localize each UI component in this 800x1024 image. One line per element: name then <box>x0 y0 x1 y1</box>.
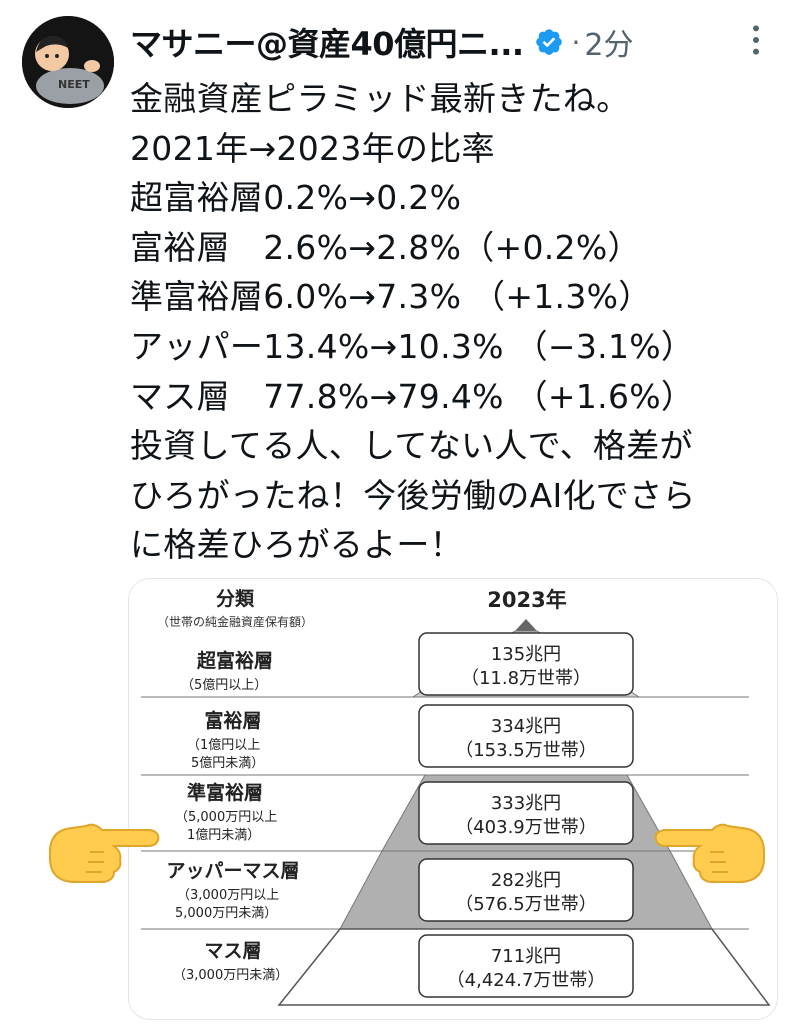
tweet-line: ひろがったね！今後労働のAI化でさら <box>130 475 696 515</box>
tier-name: アッパーマス層 <box>166 860 299 882</box>
tier-assets: 711兆円 <box>491 946 561 967</box>
tweet-line: 超富裕層0.2%→0.2% <box>130 178 462 218</box>
tweet-image[interactable]: 分類 （世帯の純金融資産保有額） 2023年 135兆円 （11.8万世帯） 3… <box>128 578 778 1020</box>
tier-range: （5,000万円以上 <box>175 810 277 825</box>
tweet-line: マス層 77.8%→79.4% （+1.6%） <box>130 376 695 416</box>
tier-assets: 135兆円 <box>491 644 561 665</box>
more-options-icon[interactable] <box>736 20 776 60</box>
separator-dot: · <box>571 25 581 59</box>
tweet-line: に格差ひろがるよー！ <box>130 525 463 565</box>
tier-box <box>418 704 634 768</box>
tier-range: （1億円以上 <box>187 737 260 753</box>
tier-households: （153.5万世帯） <box>455 740 597 761</box>
tier-name: 富裕層 <box>204 709 261 732</box>
tier-range: （5億円以上） <box>181 677 267 693</box>
tier-box <box>418 858 634 922</box>
tier-households: （576.5万世帯） <box>455 894 597 915</box>
header-category: 分類 <box>216 588 255 610</box>
tier-name: 超富裕層 <box>196 649 273 672</box>
header-year: 2023年 <box>487 588 566 612</box>
tier-box <box>418 632 634 696</box>
pyramid-apex <box>515 619 537 631</box>
tier-households: （403.9万世帯） <box>455 817 597 838</box>
pointing-right-hand-icon <box>49 823 160 883</box>
tweet-line: アッパー13.4%→10.3% （−3.1%） <box>130 326 695 366</box>
tier-box <box>418 934 634 998</box>
tweet-line: 富裕層 2.6%→2.8%（+0.2%） <box>130 227 641 267</box>
tier-name: マス層 <box>204 940 261 962</box>
tier-range: 1億円未満） <box>187 827 260 843</box>
verified-badge-icon <box>535 29 562 55</box>
avatar-illustration: NEET <box>22 16 114 108</box>
tweet-line: 金融資産ピラミッド最新きたね。 <box>130 79 630 118</box>
tweet-line: 2021年→2023年の比率 <box>130 128 495 168</box>
tier-assets: 333兆円 <box>491 793 561 814</box>
tier-range: （3,000万円以上 <box>177 888 279 903</box>
tier-assets: 282兆円 <box>491 870 561 891</box>
tier-assets: 334兆円 <box>491 716 561 737</box>
tweet-text: 金融資産ピラミッド最新きたね。 2021年→2023年の比率 超富裕層0.2%→… <box>130 74 780 570</box>
tier-range: 5,000万円未満） <box>175 906 277 921</box>
svg-text:NEET: NEET <box>58 78 90 91</box>
tier-range: 5億円未満） <box>191 755 264 771</box>
pointing-left-hand-icon <box>654 823 765 883</box>
author-name[interactable]: マサニー@資産40億円ニ... <box>130 25 524 63</box>
tier-name: 準富裕層 <box>187 781 263 804</box>
tier-households: （4,424.7万世帯） <box>447 970 606 991</box>
wealth-pyramid-diagram: 分類 （世帯の純金融資産保有額） 2023年 135兆円 （11.8万世帯） 3… <box>141 588 771 1006</box>
timestamp[interactable]: 2分 <box>584 28 634 63</box>
tier-households: （11.8万世帯） <box>461 668 591 689</box>
tier-box <box>418 781 634 845</box>
avatar[interactable]: NEET <box>22 16 114 108</box>
tweet-header: マサニー@資産40億円ニ... · 2分 <box>130 14 780 70</box>
tweet-line: 準富裕層6.0%→7.3% （+1.3%） <box>130 277 652 317</box>
tier-range: （3,000万円未満） <box>173 968 288 983</box>
tweet-line: 投資してる人、してない人で、格差が <box>130 426 693 466</box>
header-subtitle: （世帯の純金融資産保有額） <box>157 614 313 629</box>
